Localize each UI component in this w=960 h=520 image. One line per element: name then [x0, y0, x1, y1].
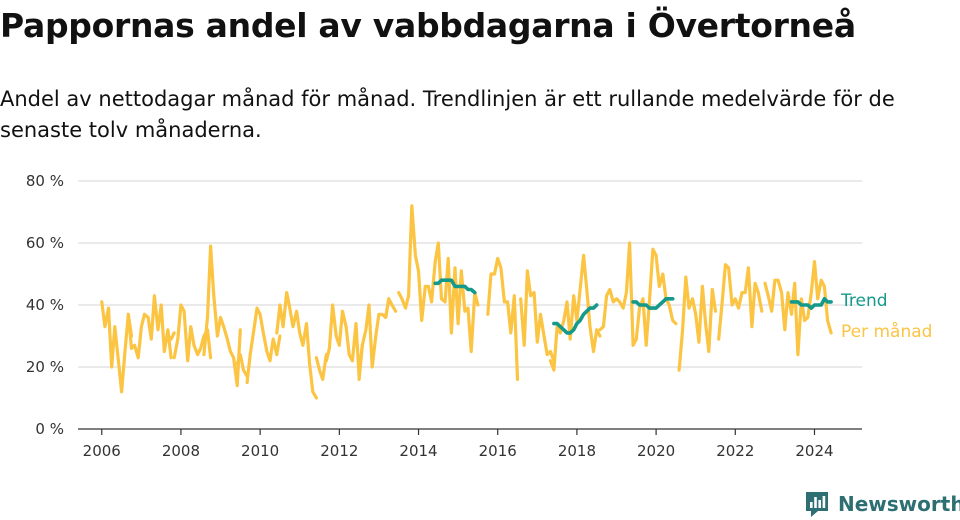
monthly-line-segment — [324, 303, 364, 378]
x-axis: 2006 2008 2010 2012 2014 2016 2018 2020 2022 2024 — [78, 428, 862, 460]
monthly-line-segment — [384, 297, 398, 319]
trend-line-segment — [789, 296, 833, 310]
x-tick-label: 2016 — [479, 442, 517, 460]
legend-label-trend: Trend — [840, 291, 888, 311]
series-monthly — [100, 204, 833, 400]
x-tick-label: 2006 — [83, 442, 121, 460]
monthly-line-segment — [397, 204, 480, 354]
y-axis: 0 % 20 % 40 % 60 % 80 % — [26, 172, 64, 438]
monthly-line-segment — [126, 294, 173, 360]
monthly-line-segment — [245, 306, 282, 385]
monthly-line-segment — [100, 300, 134, 394]
trend-line-segment — [631, 296, 675, 310]
series-trend — [433, 278, 833, 335]
monthly-line-segment — [357, 297, 391, 381]
trend-line-segment — [433, 278, 477, 295]
brand-name: Newsworthy — [838, 492, 960, 516]
x-tick-label: 2008 — [162, 442, 200, 460]
monthly-line-segment — [314, 353, 328, 381]
monthly-line-segment — [166, 331, 176, 341]
x-tick-label: 2014 — [399, 442, 437, 460]
monthly-line-segment — [548, 253, 602, 372]
x-tick-label: 2022 — [716, 442, 754, 460]
x-tick-label: 2012 — [320, 442, 358, 460]
y-tick-label: 40 % — [26, 296, 64, 314]
x-tick-label: 2018 — [558, 442, 596, 460]
monthly-line-segment — [235, 353, 249, 378]
monthly-line-segment — [519, 269, 556, 363]
monthly-line-segment — [486, 256, 520, 381]
bar-chart-logo-icon — [806, 492, 828, 517]
y-tick-label: 80 % — [26, 172, 64, 190]
monthly-line-segment — [202, 244, 242, 388]
legend: Trend Per månad — [840, 291, 932, 342]
monthly-line-segment — [275, 291, 318, 400]
legend-label-monthly: Per månad — [841, 321, 932, 342]
chart-subtitle: Andel av nettodagar månad för månad. Tre… — [0, 87, 895, 142]
monthly-line-segment — [598, 241, 678, 347]
chart-title: Pappornas andel av vabbdagarna i Övertor… — [0, 6, 856, 45]
monthly-line-segment — [763, 260, 833, 357]
line-chart: 0 % 20 % 40 % 60 % 80 % 2006 2008 2010 2012 2014… — [26, 172, 933, 460]
y-tick-label: 60 % — [26, 234, 64, 252]
x-tick-label: 2020 — [637, 442, 675, 460]
brand-logo: Newsworthy — [804, 488, 960, 520]
trend-line-segment — [552, 303, 599, 335]
monthly-line-segment — [717, 263, 764, 341]
y-tick-label: 20 % — [26, 358, 64, 376]
x-tick-label: 2024 — [795, 442, 833, 460]
monthly-line-segment — [677, 275, 718, 372]
x-tick-label: 2010 — [241, 442, 279, 460]
y-tick-label: 0 % — [35, 420, 64, 438]
